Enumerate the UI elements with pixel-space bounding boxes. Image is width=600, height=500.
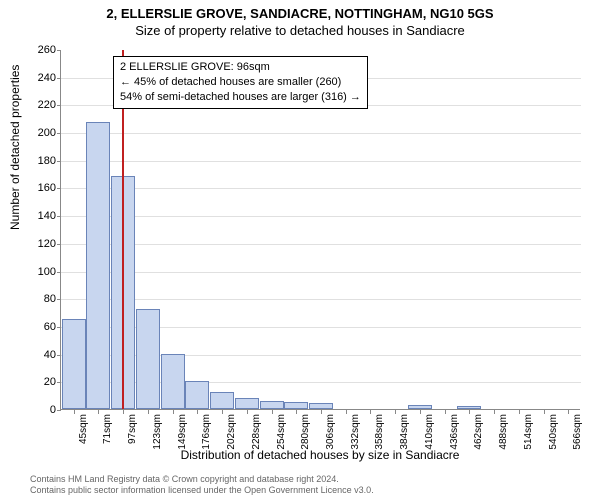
gridline: [61, 161, 581, 162]
ytick-label: 120: [22, 238, 56, 250]
xtick-mark: [222, 410, 223, 414]
histogram-bar: [284, 402, 308, 409]
ytick-mark: [57, 410, 61, 411]
annotation-box: 2 ELLERSLIE GROVE: 96sqm← 45% of detache…: [113, 56, 368, 109]
ytick-label: 60: [22, 321, 56, 333]
ytick-mark: [57, 327, 61, 328]
chart-area: 02040608010012014016018020022024026045sq…: [60, 50, 580, 410]
histogram-bar: [86, 122, 110, 409]
gridline: [61, 299, 581, 300]
xtick-mark: [445, 410, 446, 414]
xtick-mark: [148, 410, 149, 414]
xtick-mark: [247, 410, 248, 414]
xtick-mark: [370, 410, 371, 414]
xtick-mark: [395, 410, 396, 414]
xtick-mark: [173, 410, 174, 414]
gridline: [61, 188, 581, 189]
ytick-mark: [57, 161, 61, 162]
histogram-bar: [457, 406, 481, 409]
ytick-mark: [57, 382, 61, 383]
footer-line-2: Contains public sector information licen…: [30, 485, 374, 496]
ytick-label: 80: [22, 293, 56, 305]
xtick-mark: [346, 410, 347, 414]
gridline: [61, 272, 581, 273]
ytick-label: 240: [22, 72, 56, 84]
histogram-bar: [408, 405, 432, 409]
ytick-mark: [57, 244, 61, 245]
ytick-mark: [57, 216, 61, 217]
x-axis-label: Distribution of detached houses by size …: [60, 448, 580, 462]
plot-area: 02040608010012014016018020022024026045sq…: [60, 50, 580, 410]
annotation-line-2: ← 45% of detached houses are smaller (26…: [120, 75, 361, 90]
ytick-label: 160: [22, 182, 56, 194]
histogram-bar: [136, 309, 160, 409]
gridline: [61, 133, 581, 134]
chart-title-sub: Size of property relative to detached ho…: [0, 23, 600, 38]
xtick-mark: [98, 410, 99, 414]
histogram-bar: [185, 381, 209, 409]
xtick-mark: [74, 410, 75, 414]
ytick-mark: [57, 105, 61, 106]
xtick-mark: [123, 410, 124, 414]
histogram-bar: [235, 398, 259, 409]
ytick-label: 220: [22, 99, 56, 111]
ytick-mark: [57, 355, 61, 356]
histogram-bar: [62, 319, 86, 409]
xtick-mark: [469, 410, 470, 414]
xtick-mark: [519, 410, 520, 414]
ytick-label: 100: [22, 266, 56, 278]
xtick-mark: [272, 410, 273, 414]
ytick-label: 180: [22, 155, 56, 167]
ytick-mark: [57, 50, 61, 51]
annotation-line-1: 2 ELLERSLIE GROVE: 96sqm: [120, 60, 361, 75]
footer-line-1: Contains HM Land Registry data © Crown c…: [30, 474, 374, 485]
ytick-label: 140: [22, 210, 56, 222]
ytick-label: 260: [22, 44, 56, 56]
ytick-mark: [57, 78, 61, 79]
xtick-mark: [321, 410, 322, 414]
ytick-label: 20: [22, 376, 56, 388]
histogram-bar: [161, 354, 185, 409]
ytick-label: 200: [22, 127, 56, 139]
ytick-mark: [57, 272, 61, 273]
xtick-mark: [296, 410, 297, 414]
xtick-mark: [544, 410, 545, 414]
ytick-label: 0: [22, 404, 56, 416]
ytick-mark: [57, 188, 61, 189]
footer-attribution: Contains HM Land Registry data © Crown c…: [30, 474, 374, 497]
ytick-label: 40: [22, 349, 56, 361]
histogram-bar: [210, 392, 234, 409]
y-axis-label: Number of detached properties: [8, 65, 22, 230]
chart-title-main: 2, ELLERSLIE GROVE, SANDIACRE, NOTTINGHA…: [0, 6, 600, 21]
gridline: [61, 216, 581, 217]
annotation-line-3: 54% of semi-detached houses are larger (…: [120, 90, 361, 105]
xtick-mark: [420, 410, 421, 414]
histogram-bar: [260, 401, 284, 409]
xtick-mark: [494, 410, 495, 414]
gridline: [61, 244, 581, 245]
xtick-mark: [568, 410, 569, 414]
ytick-mark: [57, 133, 61, 134]
ytick-mark: [57, 299, 61, 300]
xtick-mark: [197, 410, 198, 414]
histogram-bar: [309, 403, 333, 409]
